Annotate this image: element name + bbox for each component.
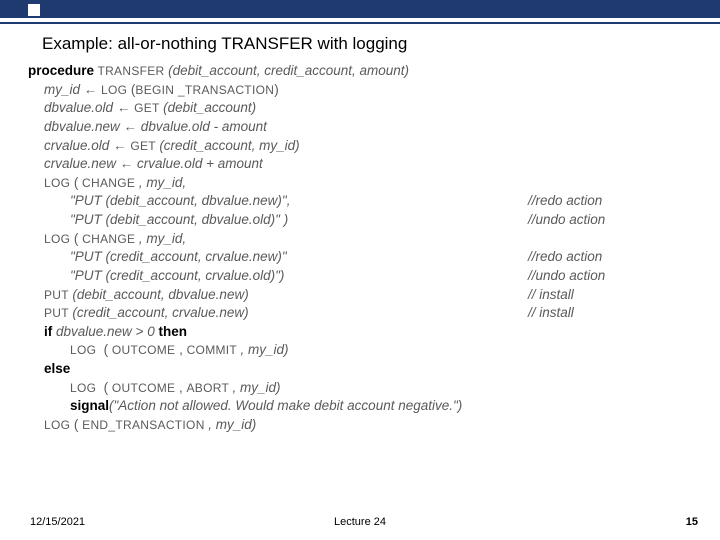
code-line: dbvalue.new ← dbvalue.old - amount <box>28 118 708 137</box>
code-line: crvalue.old ← GET (credit_account, my_id… <box>28 137 708 156</box>
comment: // install <box>528 304 574 323</box>
code-line: "PUT (credit_account, crvalue.new)"//red… <box>28 248 708 267</box>
code-line: crvalue.new ← crvalue.old + amount <box>28 155 708 174</box>
code-block: procedure TRANSFER (debit_account, credi… <box>0 60 720 435</box>
header-bar <box>0 0 720 18</box>
code-line: LOG ( CHANGE , my_id, <box>28 174 708 193</box>
slide-title: Example: all-or-nothing TRANSFER with lo… <box>0 24 720 60</box>
code-line: "PUT (debit_account, dbvalue.old)" )//un… <box>28 211 708 230</box>
code-line: signal("Action not allowed. Would make d… <box>28 397 708 416</box>
footer: 12/15/2021 Lecture 24 15 <box>0 516 720 528</box>
footer-page-number: 15 <box>686 516 698 528</box>
code-line: PUT (credit_account, crvalue.new)// inst… <box>28 304 708 323</box>
code-line: procedure TRANSFER (debit_account, credi… <box>28 62 708 81</box>
comment: //redo action <box>528 192 602 211</box>
code-line: LOG ( OUTCOME , ABORT , my_id) <box>28 379 708 398</box>
code-line: PUT (debit_account, dbvalue.new)// insta… <box>28 286 708 305</box>
comment: //redo action <box>528 248 602 267</box>
header-square-icon <box>28 4 42 18</box>
code-line: "PUT (credit_account, crvalue.old)")//un… <box>28 267 708 286</box>
code-line: LOG ( OUTCOME , COMMIT , my_id) <box>28 341 708 360</box>
comment: //undo action <box>528 267 605 286</box>
code-line: my_id ← LOG (BEGIN _TRANSACTION) <box>28 81 708 100</box>
footer-lecture: Lecture 24 <box>334 516 386 528</box>
comment: //undo action <box>528 211 605 230</box>
code-line: dbvalue.old ← GET (debit_account) <box>28 99 708 118</box>
code-line: LOG ( CHANGE , my_id, <box>28 230 708 249</box>
comment: // install <box>528 286 574 305</box>
code-line: else <box>28 360 708 379</box>
footer-date: 12/15/2021 <box>0 516 85 528</box>
code-line: if dbvalue.new > 0 then <box>28 323 708 342</box>
code-line: LOG ( END_TRANSACTION , my_id) <box>28 416 708 435</box>
code-line: "PUT (debit_account, dbvalue.new)",//red… <box>28 192 708 211</box>
